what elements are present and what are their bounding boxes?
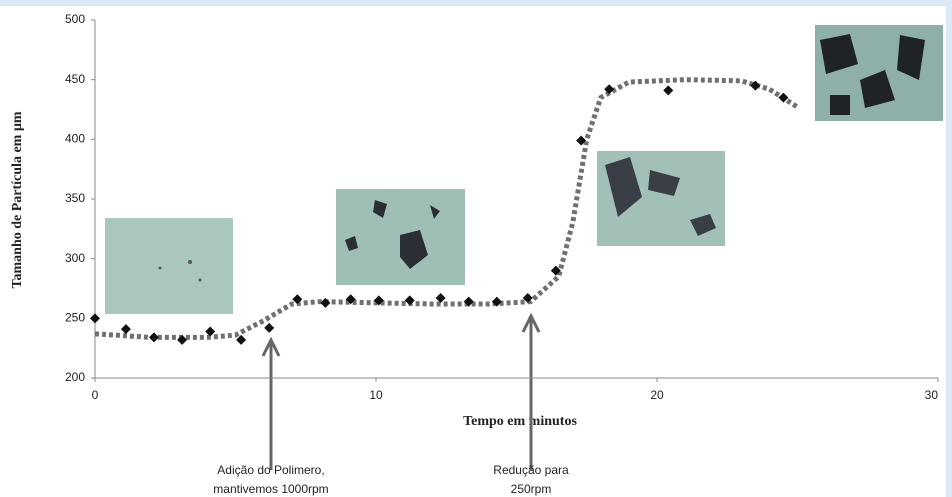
top-strip xyxy=(0,0,952,6)
arrow-head xyxy=(261,336,281,357)
point xyxy=(522,293,533,304)
micrograph xyxy=(105,218,233,314)
point xyxy=(149,332,160,343)
annotation: 250rpm xyxy=(511,482,552,496)
micrograph xyxy=(597,151,725,246)
x-tick-label: 20 xyxy=(650,388,664,402)
point xyxy=(435,293,446,304)
trend-line xyxy=(94,77,799,340)
point xyxy=(491,296,502,307)
point xyxy=(205,326,216,337)
point xyxy=(264,322,275,333)
micrograph xyxy=(336,189,465,285)
annotation: mantivemos 1000rpm xyxy=(213,482,328,496)
arrow-head xyxy=(521,312,541,333)
x-tick-label: 30 xyxy=(925,388,939,402)
y-tick-label: 250 xyxy=(65,311,85,325)
point xyxy=(604,84,615,95)
y-tick-label: 300 xyxy=(65,251,85,265)
point xyxy=(177,334,188,345)
micrograph xyxy=(815,25,943,121)
point xyxy=(90,313,100,324)
point xyxy=(778,92,789,103)
point xyxy=(404,295,415,306)
annotation: Redução para xyxy=(493,463,569,477)
point xyxy=(345,294,356,305)
point xyxy=(550,265,561,276)
y-tick-label: 500 xyxy=(65,12,85,26)
point xyxy=(236,334,247,345)
point xyxy=(120,324,131,335)
y-tick-label: 200 xyxy=(65,370,85,384)
annotation: Adição do Polimero, xyxy=(217,463,324,477)
point xyxy=(292,294,303,305)
right-strip xyxy=(946,0,952,497)
point xyxy=(463,296,474,307)
y-tick-label: 400 xyxy=(65,132,85,146)
point xyxy=(373,295,384,306)
y-axis-title: Tamanho de Partícula em µm xyxy=(10,111,25,288)
point xyxy=(750,80,761,91)
point xyxy=(663,85,674,96)
point xyxy=(576,135,587,146)
y-tick-label: 450 xyxy=(65,72,85,86)
x-tick-label: 0 xyxy=(92,388,99,402)
point xyxy=(320,297,331,308)
x-axis-title: Tempo em minutos xyxy=(463,414,577,429)
x-tick-label: 10 xyxy=(369,388,383,402)
y-tick-label: 350 xyxy=(65,191,85,205)
